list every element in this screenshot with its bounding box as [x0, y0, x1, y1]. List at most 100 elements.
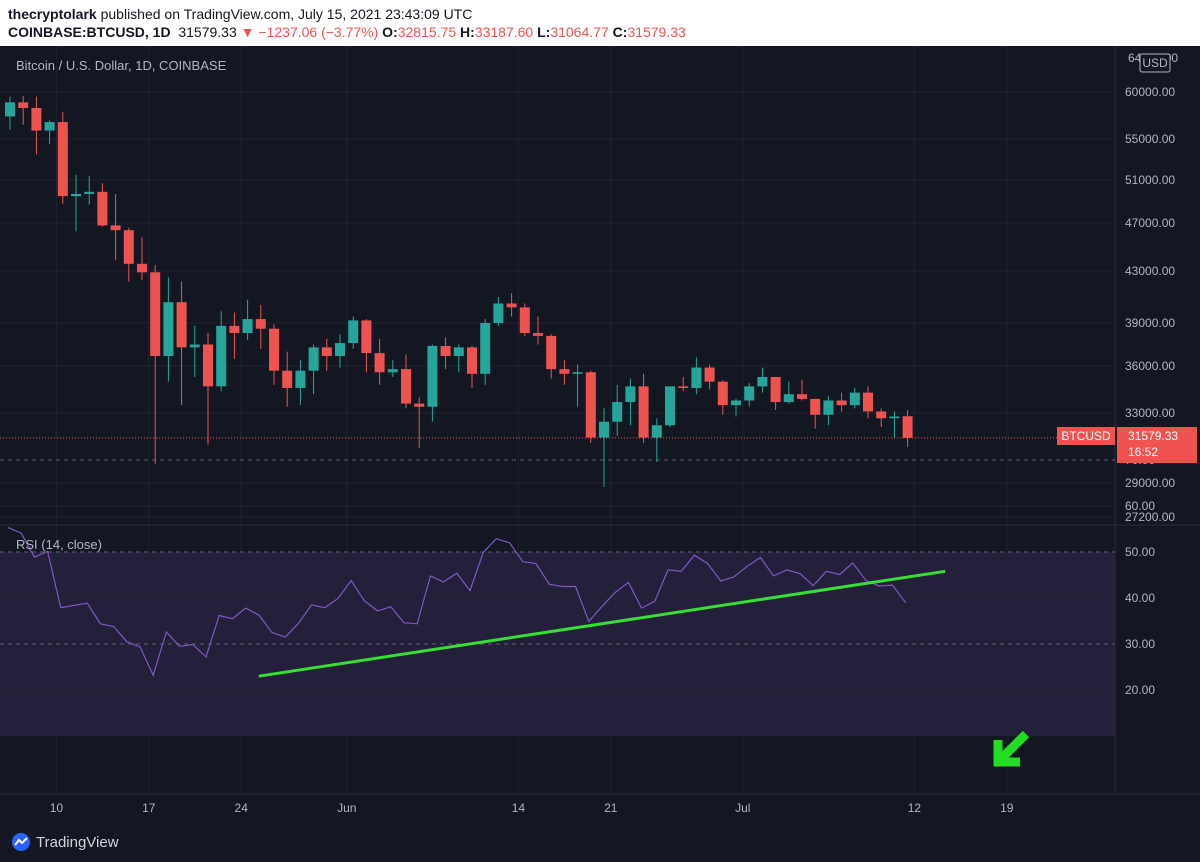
vertical-grid — [55, 46, 1008, 794]
candle-body[interactable] — [467, 347, 477, 374]
candle-body[interactable] — [321, 347, 332, 356]
candle-body[interactable] — [361, 320, 372, 354]
candle-body[interactable] — [242, 319, 253, 334]
price-tick-label: 27200.00 — [1125, 510, 1175, 524]
candle-body[interactable] — [533, 333, 543, 336]
candle-body[interactable] — [651, 425, 662, 438]
price-tick-label: 39000.00 — [1125, 316, 1175, 330]
high-label: H: — [460, 24, 475, 40]
candle-body[interactable] — [137, 263, 147, 273]
candle-body[interactable] — [810, 398, 821, 415]
price-axis[interactable]: 60000.00 55000.00 51000.00 47000.00 43000.00… — [1125, 85, 1175, 524]
currency-badge-label: USD — [1142, 56, 1168, 70]
candle-body[interactable] — [731, 400, 741, 406]
candle-body[interactable] — [387, 369, 398, 373]
candle-body[interactable] — [572, 372, 583, 374]
candle-body[interactable] — [374, 353, 385, 373]
rsi-trendline[interactable] — [258, 569, 946, 678]
candle-body[interactable] — [163, 302, 174, 356]
candle-body[interactable] — [691, 367, 702, 388]
candle-body[interactable] — [783, 394, 794, 403]
candle-body[interactable] — [57, 122, 68, 197]
candle-body[interactable] — [770, 376, 781, 403]
candle-body[interactable] — [71, 193, 81, 197]
candle-body[interactable] — [150, 272, 161, 356]
candle-body[interactable] — [506, 303, 517, 308]
candle-body[interactable] — [269, 328, 279, 371]
price-tick-label: 33000.00 — [1125, 406, 1175, 420]
candle-body[interactable] — [625, 386, 636, 403]
candle-body[interactable] — [97, 191, 108, 226]
candle-body[interactable] — [255, 319, 266, 329]
candle-body[interactable] — [519, 307, 530, 334]
candle-body[interactable] — [335, 343, 345, 356]
candle-body[interactable] — [84, 191, 95, 194]
main-chart-title: Bitcoin / U.S. Dollar, 1D, COINBASE — [16, 58, 227, 73]
candle-body[interactable] — [229, 325, 240, 334]
candle-body[interactable] — [638, 386, 649, 438]
rsi-tick-label: 50.00 — [1125, 545, 1155, 559]
last-price: 31579.33 — [178, 24, 237, 40]
author-name[interactable]: thecryptolark — [8, 6, 97, 22]
price-grid — [0, 91, 1115, 518]
candle-body[interactable] — [876, 411, 887, 419]
time-tick-label: 19 — [1000, 801, 1014, 815]
candle-body[interactable] — [678, 386, 689, 388]
price-tick-label: 36000.00 — [1125, 359, 1175, 373]
candle-body[interactable] — [717, 381, 728, 406]
candle-body[interactable] — [18, 102, 29, 108]
candle-body[interactable] — [414, 403, 425, 407]
candle-body[interactable] — [493, 303, 504, 324]
candle-body[interactable] — [216, 325, 227, 387]
candle-body[interactable] — [757, 376, 768, 387]
candle-body[interactable] — [823, 400, 834, 415]
candle-body[interactable] — [440, 345, 451, 356]
candle-body[interactable] — [863, 392, 873, 412]
candle-body[interactable] — [665, 386, 675, 426]
time-tick-label: 24 — [235, 801, 249, 815]
candle-body[interactable] — [401, 369, 411, 404]
time-tick-label: Jun — [337, 801, 356, 815]
candle-body[interactable] — [585, 372, 596, 438]
candle-body[interactable] — [546, 335, 557, 370]
candle-body[interactable] — [744, 386, 755, 401]
candle-body[interactable] — [308, 347, 319, 371]
down-triangle-icon: ▼ — [240, 24, 255, 40]
candle-body[interactable] — [849, 392, 860, 406]
candle-body[interactable] — [453, 347, 464, 356]
time-axis[interactable]: 10 17 24 Jun 14 21 Jul 12 19 — [50, 801, 1014, 815]
candle-body[interactable] — [110, 225, 121, 231]
candle-body[interactable] — [889, 416, 900, 419]
candle-body[interactable] — [44, 122, 55, 131]
candle-body[interactable] — [902, 416, 913, 438]
candle-body[interactable] — [123, 230, 134, 264]
candle-body[interactable] — [176, 302, 187, 348]
candle-body[interactable] — [5, 102, 15, 117]
rsi-line[interactable] — [7, 527, 907, 677]
high-value: 33187.60 — [474, 24, 534, 40]
candle-body[interactable] — [704, 367, 715, 382]
price-tick-label: 43000.00 — [1125, 264, 1175, 278]
low-value: 31064.77 — [550, 24, 609, 40]
time-tick-label: 10 — [50, 801, 64, 815]
candle-body[interactable] — [348, 320, 359, 344]
currency-badge[interactable] — [1139, 53, 1171, 73]
candle-body[interactable] — [599, 421, 609, 438]
tradingview-brand[interactable]: TradingView — [36, 834, 119, 851]
candle-body[interactable] — [189, 344, 200, 348]
candle-body[interactable] — [836, 400, 847, 406]
candle-body[interactable] — [295, 370, 306, 388]
open-label: O: — [382, 24, 398, 40]
candle-body[interactable] — [282, 370, 293, 388]
price-change: −1237.06 (−3.77%) — [258, 24, 379, 40]
candle-body[interactable] — [559, 369, 570, 374]
candle-body[interactable] — [480, 323, 491, 374]
candle-body[interactable] — [203, 344, 213, 387]
tradingview-logo-icon[interactable] — [10, 832, 32, 852]
price-chart[interactable]: Bitcoin / U.S. Dollar, 1D, COINBASE RSI … — [0, 46, 1200, 822]
candles[interactable] — [5, 95, 913, 487]
candle-body[interactable] — [797, 394, 807, 399]
candle-body[interactable] — [612, 402, 623, 422]
candle-body[interactable] — [427, 345, 438, 407]
candle-body[interactable] — [31, 107, 42, 131]
